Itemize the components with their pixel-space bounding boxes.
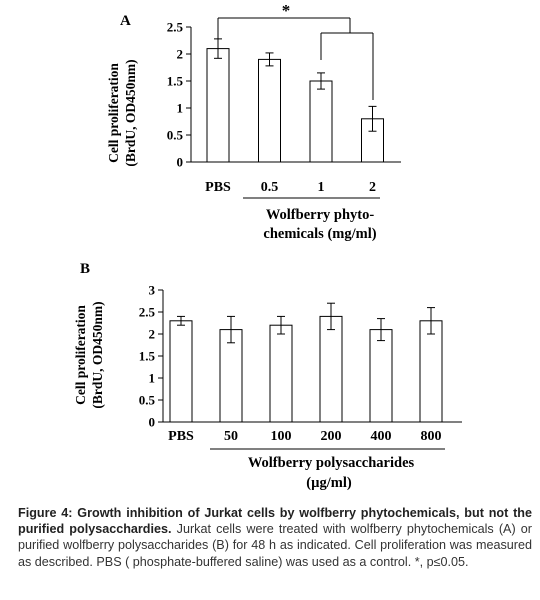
b-category-label: PBS <box>168 429 194 444</box>
a-category-label: 0.5 <box>261 180 279 195</box>
a-bar <box>309 80 333 163</box>
significance-marker: * <box>282 1 291 20</box>
b-ytick-label: 3 <box>149 283 156 298</box>
a-ytick-label: 1 <box>177 101 184 116</box>
a-bar <box>258 58 281 163</box>
panel-a-ylabel-line2: (BrdU, OD450nm) <box>123 59 138 166</box>
panel-b-ylabel-line2: (BrdU, OD450nm) <box>90 301 105 408</box>
b-bar <box>419 320 443 423</box>
a-ytick-label: 1.5 <box>167 74 184 89</box>
caption-body: Jurkat cells were treated with wolfberry… <box>18 522 532 569</box>
panel-a-label: A <box>120 13 131 29</box>
panel-a-xlabel-line1: Wolfberry phyto- <box>266 207 375 223</box>
panel-b-label: B <box>80 261 90 277</box>
b-category-label: 400 <box>371 429 392 444</box>
b-ytick-label: 1 <box>149 371 156 386</box>
b-ytick-label: 0.5 <box>139 393 156 408</box>
b-bar <box>369 329 393 423</box>
b-ytick-label: 2.5 <box>139 305 156 320</box>
panel-a-ylabel-line1: Cell proliferation <box>106 63 121 163</box>
panel-b-xlabel-line2: (µg/ml) <box>306 475 352 491</box>
figure-caption: Figure 4: Growth inhibition of Jurkat ce… <box>18 505 532 570</box>
b-category-label: 100 <box>271 429 292 444</box>
b-category-label: 200 <box>321 429 342 444</box>
b-bar <box>219 329 243 423</box>
b-bar <box>269 324 293 423</box>
b-ytick-label: 0 <box>149 415 156 430</box>
figure-canvas: A Cell proliferation (BrdU, OD450nm) 0 0.… <box>73 1 462 491</box>
a-ytick-label: 2.5 <box>167 20 184 35</box>
b-ytick-label: 1.5 <box>139 349 156 364</box>
a-ytick-label: 0 <box>177 155 184 170</box>
panel-b-xlabel-line1: Wolfberry polysaccharides <box>248 455 415 471</box>
b-category-label: 800 <box>421 429 442 444</box>
caption-title: Figure 4: Growth inhibition of Jurkat ce… <box>18 506 532 537</box>
b-bar <box>169 320 193 423</box>
panel-a-chart: A Cell proliferation (BrdU, OD450nm) 0 0.… <box>106 1 401 242</box>
panel-b-chart: B Cell proliferation (BrdU, OD450nm) 0 0.… <box>73 261 462 491</box>
a-ytick-label: 0.5 <box>167 128 184 143</box>
a-category-label: 1 <box>318 180 325 195</box>
a-category-label: 2 <box>369 180 376 195</box>
b-category-label: 50 <box>224 429 238 444</box>
b-ytick-label: 2 <box>149 327 156 342</box>
panel-b-ylabel-line1: Cell proliferation <box>73 305 88 405</box>
b-bar <box>319 315 343 423</box>
panel-a-xlabel-line2: chemicals (mg/ml) <box>263 226 376 242</box>
significance-bracket: * <box>217 1 374 100</box>
a-ytick-label: 2 <box>177 47 184 62</box>
a-category-label: PBS <box>205 180 231 195</box>
a-bar <box>206 48 230 163</box>
